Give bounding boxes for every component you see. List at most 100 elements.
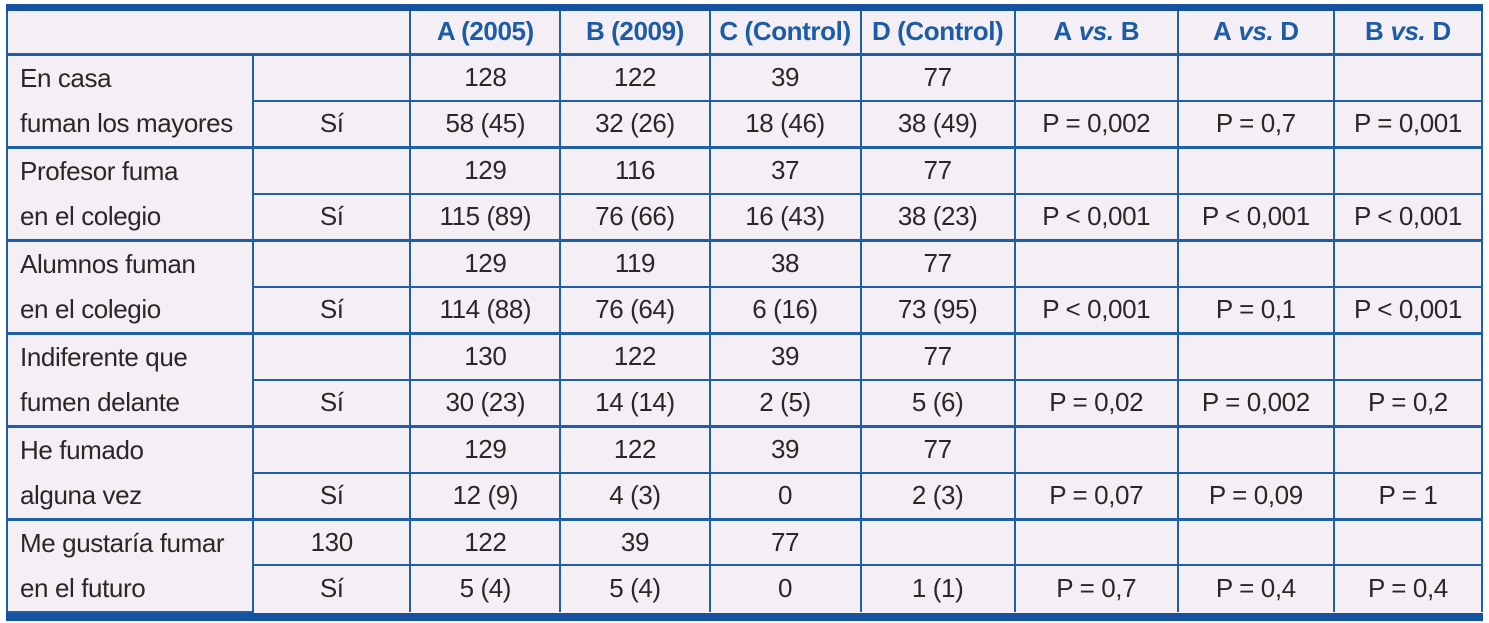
table-row: Sí 30 (23) 14 (14) 2 (5) 5 (6) P = 0,02 … bbox=[7, 378, 1484, 427]
count-cell: 130 bbox=[409, 331, 562, 381]
row-label: Alumnos fuman en el colegio bbox=[5, 238, 255, 334]
column-header-d-control: D (Control) bbox=[859, 11, 1016, 56]
pvalue-cell: P < 0,001 bbox=[1332, 285, 1484, 334]
row-label: He fumado alguna vez bbox=[5, 424, 255, 520]
table-row: Sí 115 (89) 76 (66) 16 (43) 38 (23) P < … bbox=[7, 192, 1484, 241]
count-cell: 77 bbox=[859, 424, 1016, 474]
pvalue-cell: P < 0,001 bbox=[1332, 192, 1484, 241]
table-row: Alumnos fuman en el colegio 129 119 38 7… bbox=[5, 238, 1484, 334]
value-cell: 5 (6) bbox=[859, 378, 1016, 427]
count-cell: 116 bbox=[559, 145, 711, 195]
pvalue-cell: P = 0,1 bbox=[1176, 285, 1335, 334]
value-cell: 0 bbox=[708, 564, 862, 612]
value-cell: 1 (1) bbox=[859, 564, 1016, 612]
yes-cell: Sí bbox=[252, 471, 412, 520]
value-cell: 6 (16) bbox=[708, 285, 862, 334]
count-cell: 77 bbox=[859, 331, 1016, 381]
pvalue-cell: P = 0,4 bbox=[1332, 564, 1484, 612]
pvalue-cell: P = 0,002 bbox=[1176, 378, 1335, 427]
count-cell: 130 bbox=[252, 517, 412, 567]
table-row: Sí 114 (88) 76 (64) 6 (16) 73 (95) P < 0… bbox=[7, 285, 1484, 334]
value-cell: 16 (43) bbox=[708, 192, 862, 241]
table-container: A (2005) B (2009) C (Control) D (Control… bbox=[5, 4, 1484, 621]
pvalue-cell: P = 0,4 bbox=[1176, 564, 1335, 612]
table-row: Profesor fuma en el colegio 129 116 37 7… bbox=[5, 145, 1484, 241]
value-cell: 32 (26) bbox=[559, 99, 711, 148]
count-cell: 122 bbox=[559, 331, 711, 381]
yes-cell: Sí bbox=[252, 99, 412, 148]
count-cell: 37 bbox=[708, 145, 862, 195]
pvalue-cell: P < 0,001 bbox=[1013, 285, 1179, 334]
value-cell: 76 (64) bbox=[559, 285, 711, 334]
value-cell: 38 (49) bbox=[859, 99, 1016, 148]
value-cell: 5 (4) bbox=[559, 564, 711, 612]
value-cell: 0 bbox=[708, 471, 862, 520]
value-cell: 2 (5) bbox=[708, 378, 862, 427]
count-cell: 122 bbox=[559, 424, 711, 474]
row-label: Profesor fuma en el colegio bbox=[5, 145, 255, 241]
count-cell: 119 bbox=[559, 238, 711, 288]
column-header-b-2009: B (2009) bbox=[559, 11, 711, 56]
table-row: Sí 5 (4) 5 (4) 0 1 (1) P = 0,7 P = 0,4 P… bbox=[7, 564, 1484, 612]
header-row: A (2005) B (2009) C (Control) D (Control… bbox=[5, 11, 1484, 56]
value-cell: 14 (14) bbox=[559, 378, 711, 427]
value-cell: 18 (46) bbox=[708, 99, 862, 148]
value-cell: 30 (23) bbox=[409, 378, 562, 427]
value-cell: 115 (89) bbox=[409, 192, 562, 241]
count-cell: 39 bbox=[708, 52, 862, 102]
pvalue-cell: P = 0,7 bbox=[1013, 564, 1179, 612]
table-row: Sí 58 (45) 32 (26) 18 (46) 38 (49) P = 0… bbox=[7, 99, 1484, 148]
pvalue-cell: P = 0,001 bbox=[1332, 99, 1484, 148]
count-cell: 129 bbox=[409, 238, 562, 288]
pvalue-cell: P < 0,001 bbox=[1013, 192, 1179, 241]
count-cell: 77 bbox=[859, 238, 1016, 288]
count-cell: 39 bbox=[708, 331, 862, 381]
pvalue-cell: P = 0,7 bbox=[1176, 99, 1335, 148]
count-cell: 129 bbox=[409, 145, 562, 195]
table-row: En casa fuman los mayores 128 122 39 77 bbox=[5, 52, 1484, 148]
value-cell: 4 (3) bbox=[559, 471, 711, 520]
value-cell: 12 (9) bbox=[409, 471, 562, 520]
count-cell: 129 bbox=[409, 424, 562, 474]
value-cell: 5 (4) bbox=[409, 564, 562, 612]
count-cell: 122 bbox=[409, 517, 562, 567]
table-row: Me gustaría fumar en el futuro 130 122 3… bbox=[5, 517, 1484, 613]
pvalue-cell: P = 0,07 bbox=[1013, 471, 1179, 520]
count-cell: 128 bbox=[409, 52, 562, 102]
table-row: He fumado alguna vez 129 122 39 77 bbox=[5, 424, 1484, 520]
count-cell: 39 bbox=[559, 517, 711, 567]
count-cell: 77 bbox=[859, 52, 1016, 102]
pvalue-cell: P = 0,2 bbox=[1332, 378, 1484, 427]
pvalue-cell: P = 0,002 bbox=[1013, 99, 1179, 148]
table-row: Sí 12 (9) 4 (3) 0 2 (3) P = 0,07 P = 0,0… bbox=[7, 471, 1484, 520]
count-cell: 39 bbox=[708, 424, 862, 474]
row-label: Indiferente que fumen delante bbox=[5, 331, 255, 427]
row-label: En casa fuman los mayores bbox=[5, 52, 255, 148]
table-row: Indiferente que fumen delante 130 122 39… bbox=[5, 331, 1484, 427]
data-table: A (2005) B (2009) C (Control) D (Control… bbox=[5, 11, 1484, 613]
value-cell: 114 (88) bbox=[409, 285, 562, 334]
count-cell: 38 bbox=[708, 238, 862, 288]
yes-cell: Sí bbox=[252, 192, 412, 241]
column-header-c-control: C (Control) bbox=[708, 11, 862, 56]
yes-cell: Sí bbox=[252, 285, 412, 334]
value-cell: 58 (45) bbox=[409, 99, 562, 148]
header-empty-cell bbox=[5, 11, 412, 56]
yes-cell: Sí bbox=[252, 378, 412, 427]
value-cell: 2 (3) bbox=[859, 471, 1016, 520]
pvalue-cell: P = 0,02 bbox=[1013, 378, 1179, 427]
count-cell: 122 bbox=[559, 52, 711, 102]
value-cell: 38 (23) bbox=[859, 192, 1016, 241]
count-cell: 77 bbox=[859, 145, 1016, 195]
row-label: Me gustaría fumar en el futuro bbox=[5, 517, 255, 613]
value-cell: 76 (66) bbox=[559, 192, 711, 241]
pvalue-cell: P < 0,001 bbox=[1176, 192, 1335, 241]
pvalue-cell: P = 0,09 bbox=[1176, 471, 1335, 520]
count-cell: 77 bbox=[708, 517, 862, 567]
value-cell: 73 (95) bbox=[859, 285, 1016, 334]
yes-cell: Sí bbox=[252, 564, 412, 612]
